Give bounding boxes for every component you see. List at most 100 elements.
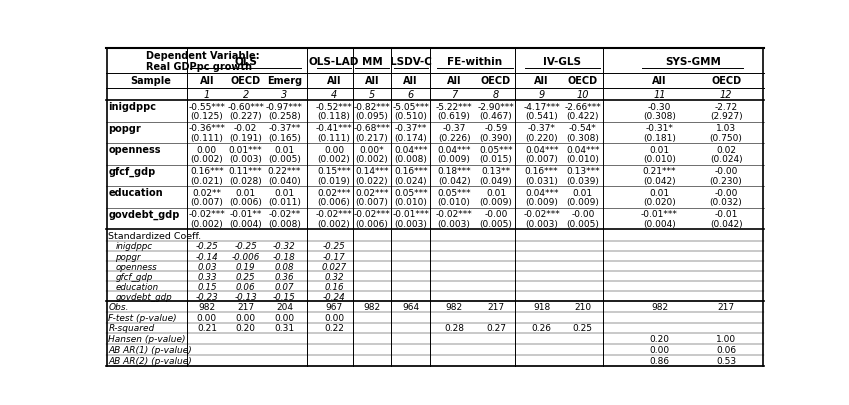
Text: 0.31: 0.31 — [274, 324, 295, 333]
Text: 0.027: 0.027 — [322, 262, 346, 271]
Text: -0.00: -0.00 — [571, 210, 594, 219]
Text: 1.03: 1.03 — [716, 124, 736, 133]
Text: 0.11***: 0.11*** — [229, 167, 262, 176]
Text: (0.003): (0.003) — [526, 220, 558, 228]
Text: (0.009): (0.009) — [566, 198, 599, 207]
Text: 0.53: 0.53 — [716, 356, 736, 365]
Text: 0.02***: 0.02*** — [355, 188, 389, 197]
Text: -0.60***: -0.60*** — [228, 102, 264, 111]
Text: IV-GLS: IV-GLS — [543, 57, 582, 67]
Text: (0.049): (0.049) — [480, 176, 512, 185]
Text: -0.02***: -0.02*** — [523, 210, 560, 219]
Text: Sample: Sample — [131, 76, 171, 86]
Text: 0.27: 0.27 — [486, 324, 506, 333]
Text: -0.01***: -0.01*** — [392, 210, 429, 219]
Text: 0.02**: 0.02** — [193, 188, 222, 197]
Text: 0.01: 0.01 — [235, 188, 256, 197]
Text: Dependent Variable:: Dependent Variable: — [146, 51, 260, 61]
Text: 7: 7 — [451, 90, 458, 100]
Text: (0.002): (0.002) — [318, 155, 351, 164]
Text: 0.02: 0.02 — [716, 145, 736, 154]
Text: 0.01: 0.01 — [274, 188, 295, 197]
Text: -4.17***: -4.17*** — [523, 102, 560, 111]
Text: 6: 6 — [408, 90, 413, 100]
Text: -0.01**: -0.01** — [229, 210, 261, 219]
Text: education: education — [115, 282, 159, 291]
Text: (0.011): (0.011) — [268, 198, 301, 207]
Text: -0.02***: -0.02*** — [316, 210, 352, 219]
Text: OECD: OECD — [231, 76, 261, 86]
Text: (0.226): (0.226) — [438, 133, 470, 142]
Text: (0.003): (0.003) — [438, 220, 470, 228]
Text: -0.37**: -0.37** — [268, 124, 301, 133]
Text: -5.05***: -5.05*** — [392, 102, 429, 111]
Text: (0.006): (0.006) — [356, 220, 388, 228]
Text: -0.55***: -0.55*** — [188, 102, 225, 111]
Text: 0.05***: 0.05*** — [437, 188, 471, 197]
Text: (0.007): (0.007) — [526, 155, 558, 164]
Text: gfcf_gdp: gfcf_gdp — [109, 166, 155, 177]
Text: (0.009): (0.009) — [526, 198, 558, 207]
Text: govdebt_gdp: govdebt_gdp — [109, 209, 180, 220]
Text: All: All — [327, 76, 341, 86]
Text: All: All — [534, 76, 549, 86]
Text: 964: 964 — [402, 302, 419, 311]
Text: -0.36***: -0.36*** — [188, 124, 225, 133]
Text: (0.002): (0.002) — [190, 220, 223, 228]
Text: -0.18: -0.18 — [273, 252, 295, 261]
Text: 0.00: 0.00 — [274, 313, 295, 322]
Text: -0.02***: -0.02*** — [353, 210, 391, 219]
Text: 217: 217 — [237, 302, 254, 311]
Text: 8: 8 — [492, 90, 499, 100]
Text: 3: 3 — [281, 90, 288, 100]
Text: (0.006): (0.006) — [229, 198, 262, 207]
Text: -0.52***: -0.52*** — [316, 102, 352, 111]
Text: -0.59: -0.59 — [484, 124, 508, 133]
Text: (0.125): (0.125) — [190, 112, 223, 121]
Text: 0.08: 0.08 — [274, 262, 295, 271]
Text: popgr: popgr — [109, 124, 141, 133]
Text: (0.005): (0.005) — [480, 220, 513, 228]
Text: 0.15***: 0.15*** — [318, 167, 351, 176]
Text: Obs.: Obs. — [109, 302, 129, 311]
Text: 12: 12 — [720, 90, 733, 100]
Text: 0.20: 0.20 — [236, 324, 256, 333]
Text: (0.009): (0.009) — [438, 155, 470, 164]
Text: (0.118): (0.118) — [318, 112, 351, 121]
Text: (0.009): (0.009) — [480, 198, 513, 207]
Text: (0.002): (0.002) — [190, 155, 223, 164]
Text: (0.020): (0.020) — [643, 198, 676, 207]
Text: -0.82***: -0.82*** — [353, 102, 391, 111]
Text: (0.111): (0.111) — [318, 133, 351, 142]
Text: 4: 4 — [331, 90, 337, 100]
Text: 0.22***: 0.22*** — [267, 167, 301, 176]
Text: (0.005): (0.005) — [268, 155, 301, 164]
Text: 0.21***: 0.21*** — [643, 167, 676, 176]
Text: MM: MM — [362, 57, 382, 67]
Text: 0.00: 0.00 — [235, 313, 256, 322]
Text: 0.05***: 0.05*** — [394, 188, 428, 197]
Text: (0.541): (0.541) — [526, 112, 558, 121]
Text: 0.14***: 0.14*** — [355, 167, 389, 176]
Text: (0.042): (0.042) — [710, 220, 742, 228]
Text: 0.19: 0.19 — [236, 262, 256, 271]
Text: -0.97***: -0.97*** — [266, 102, 303, 111]
Text: 982: 982 — [446, 302, 463, 311]
Text: 0.01: 0.01 — [649, 145, 670, 154]
Text: Real GDPpc growth: Real GDPpc growth — [146, 62, 252, 72]
Text: -5.22***: -5.22*** — [436, 102, 472, 111]
Text: (0.010): (0.010) — [566, 155, 599, 164]
Text: -0.006: -0.006 — [232, 252, 260, 261]
Text: OLS: OLS — [234, 57, 257, 67]
Text: 0.06: 0.06 — [236, 282, 256, 291]
Text: 0.00: 0.00 — [197, 313, 217, 322]
Text: 0.03: 0.03 — [197, 262, 216, 271]
Text: 210: 210 — [574, 302, 591, 311]
Text: -0.23: -0.23 — [195, 292, 218, 301]
Text: (0.007): (0.007) — [190, 198, 223, 207]
Text: 217: 217 — [487, 302, 504, 311]
Text: 0.07: 0.07 — [274, 282, 295, 291]
Text: (0.191): (0.191) — [229, 133, 262, 142]
Text: -0.01: -0.01 — [715, 210, 738, 219]
Text: 0.01: 0.01 — [649, 188, 670, 197]
